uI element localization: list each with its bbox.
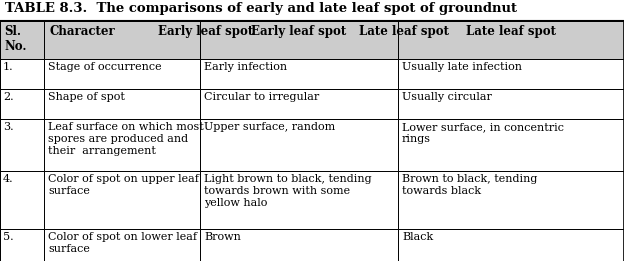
Bar [0,229,44,261]
Text: Usually circular: Usually circular [402,92,492,102]
Bar [0,171,44,229]
Text: Sl.
No.: Sl. No. [4,25,26,54]
Bar [398,229,624,261]
Text: Color of spot on lower leaf
surface: Color of spot on lower leaf surface [48,232,197,254]
Text: Late leaf spot: Late leaf spot [359,25,449,38]
Text: Brown to black, tending
towards black: Brown to black, tending towards black [402,174,537,196]
Bar [200,119,398,171]
Text: Black: Black [402,232,433,242]
Text: 5.: 5. [3,232,14,242]
Bar [200,21,398,59]
Text: Stage of occurrence: Stage of occurrence [48,62,162,72]
Text: Character: Character [50,25,115,38]
Bar [200,171,398,229]
Bar [200,229,398,261]
Bar [44,119,200,171]
Bar [0,119,44,171]
Text: TABLE 8.3.  The comparisons of early and late leaf spot of groundnut: TABLE 8.3. The comparisons of early and … [5,2,517,15]
Text: Shape of spot: Shape of spot [48,92,125,102]
Text: 4.: 4. [3,174,14,184]
Bar [398,171,624,229]
Text: Early infection: Early infection [204,62,287,72]
Text: 3.: 3. [3,122,14,132]
Text: Brown: Brown [204,232,241,242]
Bar [200,21,398,59]
Text: Late leaf spot: Late leaf spot [466,25,556,38]
Text: 2.: 2. [3,92,14,102]
Text: Circular to irregular: Circular to irregular [204,92,319,102]
Text: Lower surface, in concentric
rings: Lower surface, in concentric rings [402,122,564,144]
Bar [398,89,624,119]
Text: Early leaf spot: Early leaf spot [251,25,346,38]
Text: Light brown to black, tending
towards brown with some
yellow halo: Light brown to black, tending towards br… [204,174,372,208]
Bar [0,21,44,59]
Bar [398,21,624,59]
Text: Usually late infection: Usually late infection [402,62,522,72]
Text: Upper surface, random: Upper surface, random [204,122,335,132]
Bar [0,59,44,89]
Bar [44,59,200,89]
Bar [398,21,624,59]
Bar [398,59,624,89]
Bar [44,229,200,261]
Text: Leaf surface on which most
spores are produced and
their  arrangement: Leaf surface on which most spores are pr… [48,122,204,156]
Bar [200,89,398,119]
Text: Color of spot on upper leaf
surface: Color of spot on upper leaf surface [48,174,199,196]
Bar [398,119,624,171]
Bar [44,171,200,229]
Text: 1.: 1. [3,62,14,72]
Bar [44,21,200,59]
Bar [0,89,44,119]
Bar [44,89,200,119]
Bar [200,59,398,89]
Text: Early leaf spot: Early leaf spot [158,25,253,38]
